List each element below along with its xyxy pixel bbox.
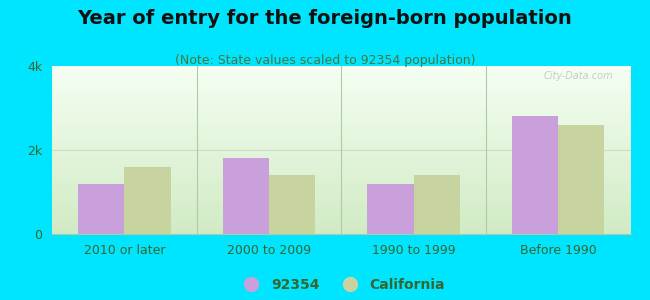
- Bar: [124, 167, 170, 234]
- Bar: [223, 158, 269, 234]
- Text: Year of entry for the foreign-born population: Year of entry for the foreign-born popul…: [77, 9, 573, 28]
- Bar: [413, 175, 460, 234]
- Bar: [78, 184, 124, 234]
- Legend: 92354, California: 92354, California: [232, 272, 450, 298]
- Bar: [269, 175, 315, 234]
- Bar: [512, 116, 558, 234]
- Text: City-Data.com: City-Data.com: [543, 71, 613, 81]
- Bar: [558, 125, 605, 234]
- Bar: [367, 184, 413, 234]
- Text: (Note: State values scaled to 92354 population): (Note: State values scaled to 92354 popu…: [175, 54, 475, 67]
